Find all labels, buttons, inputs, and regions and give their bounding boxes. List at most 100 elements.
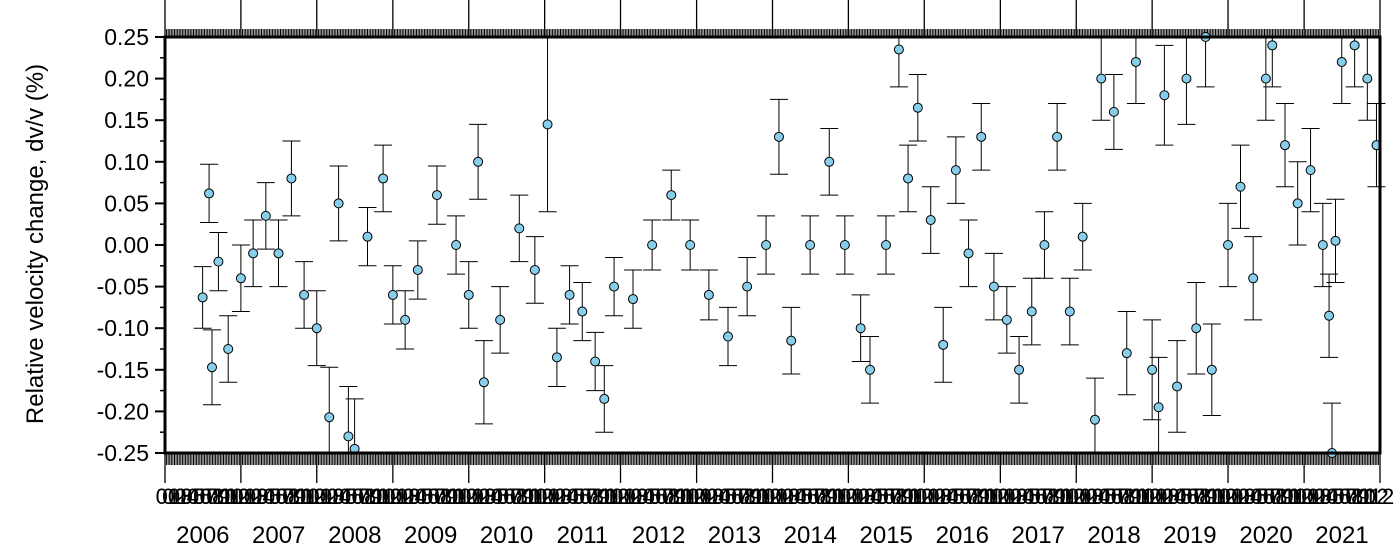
month-tick-label: 03: [168, 484, 192, 509]
year-tick-label: 2011: [557, 522, 609, 549]
month-tick-label: 11: [675, 484, 698, 509]
month-tick-label: 12: [681, 484, 705, 509]
data-point: [495, 314, 506, 325]
month-tick-label: 01: [611, 484, 635, 509]
data-point: [213, 256, 224, 267]
month-tick-label: 09: [510, 484, 534, 509]
month-tick-label: 12: [453, 484, 477, 509]
month-tick-label: 02: [921, 484, 945, 509]
month-tick-label: 03: [927, 484, 951, 509]
data-point: [378, 173, 389, 184]
month-tick-label: 07: [345, 484, 369, 509]
month-tick-label: 01: [839, 484, 863, 509]
top-axis-ticks: [164, 0, 1381, 37]
month-tick-label: 03: [624, 484, 648, 509]
month-tick-label: 06: [491, 484, 515, 509]
data-point: [839, 240, 850, 250]
bottom-axis-ticks: [164, 453, 1381, 483]
y-axis-label: Relative velocity change, dv/v (%): [22, 64, 49, 424]
month-tick-labels: 0102030405060708091011120102030405060708…: [156, 484, 1395, 509]
data-point: [723, 331, 734, 342]
y-tick-label: -0.10: [97, 315, 149, 341]
month-tick-label: 08: [352, 484, 376, 509]
month-tick-label: 07: [1180, 484, 1204, 509]
month-tick-label: 06: [1250, 484, 1274, 509]
month-tick-label: 07: [877, 484, 901, 509]
y-tick-label: 0.05: [104, 190, 149, 216]
month-tick-label: 09: [586, 484, 610, 509]
month-tick-label: 10: [516, 484, 540, 509]
month-tick-label: 06: [1174, 484, 1198, 509]
data-point: [1248, 273, 1259, 284]
month-tick-label: 09: [1269, 484, 1293, 509]
month-tick-label: 12: [985, 484, 1009, 509]
data-point: [963, 248, 974, 259]
month-tick-label: 01: [915, 484, 939, 509]
month-tick-label: 07: [1105, 484, 1129, 509]
month-tick-label: 04: [250, 484, 274, 509]
month-tick-label: 05: [1320, 484, 1344, 509]
month-tick-label: 06: [339, 484, 363, 509]
data-point: [343, 431, 354, 442]
month-tick-label: 06: [415, 484, 439, 509]
month-tick-label: 09: [1042, 484, 1066, 509]
month-tick-label: 02: [1073, 484, 1097, 509]
month-tick-label: 02: [845, 484, 869, 509]
month-tick-label: 10: [212, 484, 236, 509]
month-tick-label: 12: [1364, 484, 1388, 509]
data-point: [976, 131, 987, 142]
year-tick-label: 2016: [936, 522, 989, 549]
month-tick-label: 05: [1016, 484, 1040, 509]
data-point: [400, 314, 411, 325]
month-tick-label: 10: [1200, 484, 1224, 509]
month-tick-label: 12: [529, 484, 553, 509]
month-tick-label: 12: [1136, 484, 1160, 509]
month-tick-label: 08: [200, 484, 224, 509]
data-point: [463, 289, 474, 300]
month-tick-label: 10: [668, 484, 692, 509]
month-tick-label: 08: [428, 484, 452, 509]
month-tick-label: 07: [725, 484, 749, 509]
month-tick-label: 01: [232, 484, 256, 509]
month-tick-label: 02: [1301, 484, 1325, 509]
month-tick-label: 06: [870, 484, 894, 509]
data-point: [786, 335, 797, 346]
month-tick-label: 10: [288, 484, 312, 509]
data-point: [248, 248, 259, 259]
month-tick-label: 07: [801, 484, 825, 509]
data-point: [260, 210, 271, 221]
data-point: [451, 240, 462, 250]
month-tick-label: 03: [472, 484, 496, 509]
data-point: [1206, 364, 1217, 375]
data-point: [647, 240, 658, 250]
y-tick-label: 0.25: [104, 24, 149, 50]
month-tick-label: 09: [358, 484, 382, 509]
month-tick-label: 01: [459, 484, 483, 509]
year-tick-label: 2021: [1315, 522, 1368, 549]
month-tick-label: 04: [1313, 484, 1337, 509]
month-tick-label: 11: [1359, 484, 1382, 509]
data-point: [286, 173, 297, 184]
year-tick-label: 2014: [784, 522, 837, 549]
month-tick-label: 06: [187, 484, 211, 509]
month-tick-label: 05: [1244, 484, 1268, 509]
month-tick-label: 08: [276, 484, 300, 509]
data-point: [1001, 314, 1012, 325]
data-point: [773, 131, 784, 142]
y-tick-label: 0.15: [104, 107, 149, 133]
data-point: [988, 281, 999, 292]
month-tick-label: 01: [991, 484, 1015, 509]
month-tick-label: 09: [434, 484, 458, 509]
month-tick-label: 07: [193, 484, 217, 509]
data-point: [1172, 381, 1183, 392]
month-tick-label: 02: [997, 484, 1021, 509]
month-tick-label: 02: [618, 484, 642, 509]
month-tick-label: 05: [484, 484, 508, 509]
data-point: [273, 248, 284, 259]
data-point: [599, 393, 610, 404]
data-point: [1279, 140, 1290, 151]
data-point: [1108, 106, 1119, 117]
month-tick-label: 12: [301, 484, 325, 509]
y-tick-label: -0.05: [97, 274, 149, 300]
month-tick-label: 11: [523, 484, 546, 509]
